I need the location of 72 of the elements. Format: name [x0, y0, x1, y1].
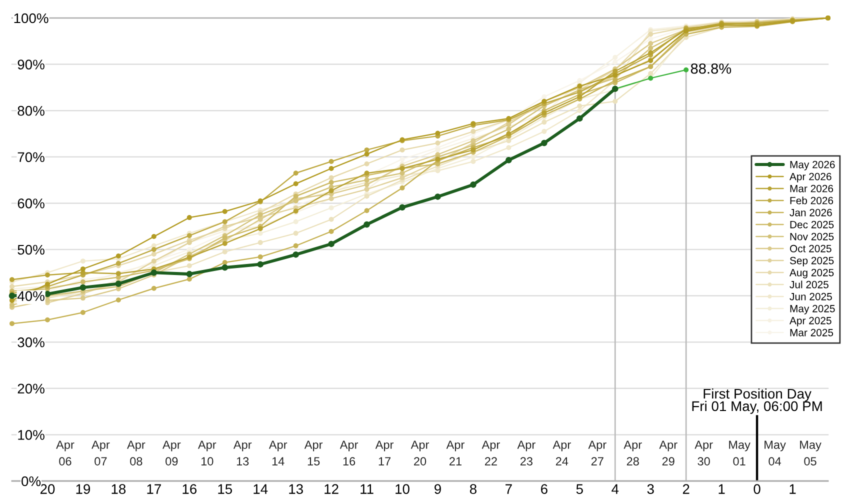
y-tick-label: 30%	[18, 337, 44, 348]
x-tick-label: 9	[434, 484, 441, 494]
annotation: 88.8%	[690, 63, 732, 74]
ref-line-label: First Position Day Fri 01 May, 06:00 PM	[692, 388, 822, 414]
x-tick-label: 2	[682, 484, 690, 494]
legend-label: Oct 2025	[790, 244, 832, 252]
y-tick-label: 20%	[18, 384, 44, 394]
x-tick-label: 7	[506, 484, 512, 494]
x-tick-label: 5	[576, 484, 583, 494]
x-tick-label: 15	[218, 484, 232, 494]
x-tick-label: 10	[396, 484, 410, 494]
y-tick-label: 0%	[22, 476, 41, 486]
legend-label: Nov 2025	[790, 232, 834, 240]
legend-label: Mar 2026	[790, 184, 834, 192]
x-tick-label: 19	[76, 484, 90, 494]
y-tick-label: 50%	[18, 244, 44, 255]
x-tick-label: 11	[360, 484, 374, 494]
annotation: Apr 16	[340, 440, 358, 466]
y-tick-label: 10%	[18, 430, 44, 440]
annotation: Apr 17	[375, 440, 394, 466]
annotation: Apr 24	[552, 440, 571, 466]
legend-label: Jan 2026	[790, 208, 832, 216]
annotation: Apr 20	[410, 440, 429, 466]
annotation: Apr 28	[624, 440, 642, 466]
annotation: Apr 21	[446, 440, 464, 466]
x-tick-label: 18	[112, 484, 126, 494]
annotation: Apr 30	[694, 440, 713, 466]
legend-label: Apr 2026	[790, 172, 832, 182]
annotation: May 01	[729, 440, 750, 466]
x-tick-label: 3	[647, 484, 654, 494]
x-tick-label: 20	[40, 484, 55, 494]
y-tick-label: 100%	[14, 13, 48, 24]
x-tick-label: 1	[790, 484, 796, 494]
annotation: Apr 10	[198, 440, 216, 466]
annotation: Apr 08	[127, 440, 146, 466]
annotation: Apr 14	[268, 440, 288, 466]
legend-label: Mar 2025	[790, 328, 834, 336]
x-tick-label: 1	[718, 484, 725, 494]
x-tick-label: 0	[754, 484, 760, 494]
x-tick-label: 4	[612, 484, 619, 494]
x-tick-label: 8	[470, 484, 476, 494]
y-tick-label: 40%	[17, 291, 44, 301]
legend-label: Aug 2025	[790, 268, 834, 278]
legend-label: Apr 2025	[790, 316, 832, 326]
annotation: May 05	[800, 440, 822, 466]
x-tick-label: 17	[147, 484, 161, 494]
annotation: Apr 22	[482, 440, 500, 466]
y-tick-label: 70%	[18, 152, 44, 162]
x-tick-label: 6	[541, 484, 548, 494]
x-tick-label: 13	[289, 484, 303, 494]
x-tick-label: 14	[254, 484, 268, 494]
x-tick-label: 16	[182, 484, 197, 494]
annotation: Apr 07	[92, 440, 110, 466]
legend-label: Jun 2025	[790, 292, 832, 300]
annotation: May 04	[764, 440, 786, 466]
legend-label: Sep 2025	[790, 256, 834, 266]
annotation: Apr 23	[517, 440, 536, 466]
annotation: Apr 27	[588, 440, 606, 466]
annotation: Apr 15	[304, 440, 323, 466]
annotation: Apr 06	[56, 440, 74, 466]
legend-label: Dec 2025	[790, 220, 834, 228]
y-tick-label: 80%	[18, 106, 44, 116]
annotation: Apr 29	[659, 440, 678, 466]
legend-label: May 2026	[790, 160, 835, 170]
legend-label: Feb 2026	[790, 196, 834, 204]
x-tick-label: 12	[324, 484, 338, 494]
legend-label: May 2025	[790, 304, 835, 314]
y-tick-label: 90%	[18, 60, 44, 70]
annotation: Apr 13	[233, 440, 252, 466]
y-tick-label: 60%	[18, 198, 44, 208]
legend-label: Jul 2025	[790, 280, 828, 288]
annotation: Apr 09	[162, 440, 181, 466]
